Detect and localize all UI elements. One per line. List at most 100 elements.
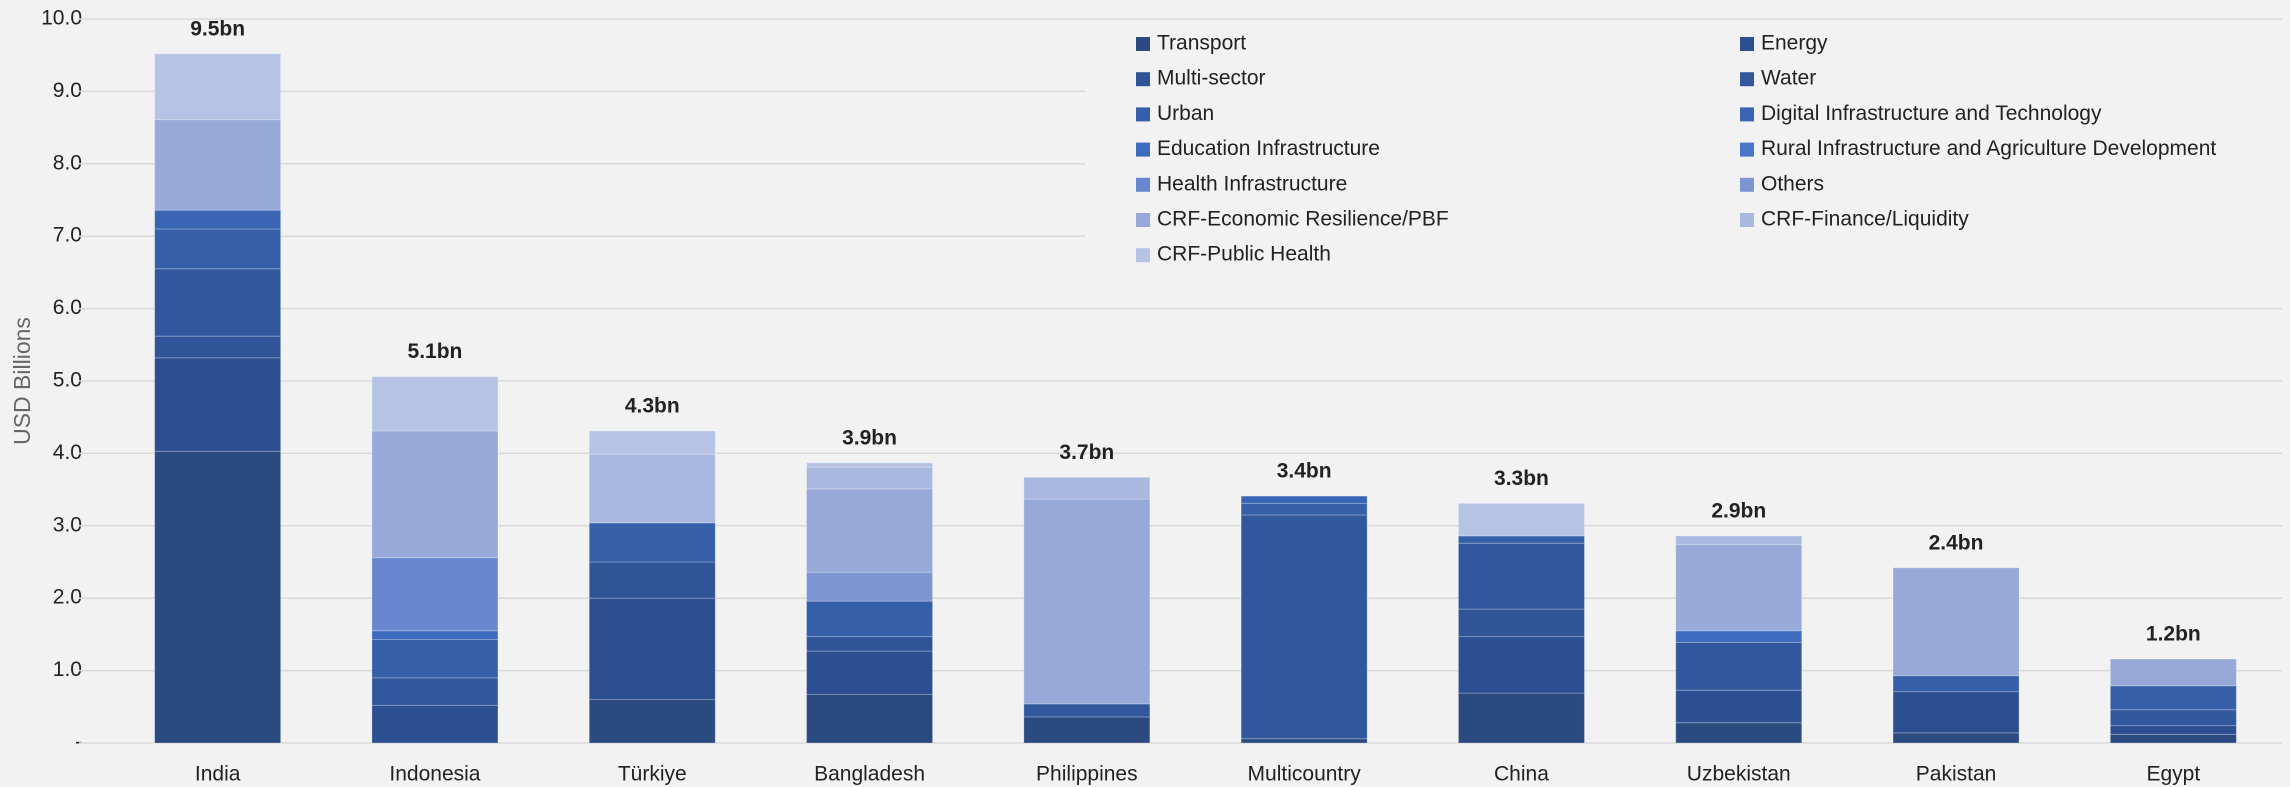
bar-segment [154, 228, 282, 270]
bar-segment [154, 357, 282, 452]
legend-swatch [1136, 37, 1150, 51]
bar-segment [588, 453, 716, 524]
bar-segment [1023, 476, 1151, 500]
bar-segment [1240, 514, 1368, 740]
total-label: 3.4bn [1277, 460, 1332, 483]
total-label: 3.7bn [1059, 441, 1114, 464]
bar-segment [588, 597, 716, 701]
x-tick-label: India [195, 763, 241, 786]
legend-swatch [1136, 107, 1150, 122]
bar-segment [1892, 691, 2020, 734]
legend-label: Others [1761, 172, 1824, 195]
bar-segment [2109, 733, 2237, 744]
bar-segment [2109, 685, 2237, 711]
legend-swatch [1136, 213, 1150, 227]
y-tick-label: 4.0 [53, 441, 82, 464]
bar-segment [1023, 703, 1151, 718]
y-tick-label: 6.0 [53, 296, 82, 319]
bar-segment [806, 600, 934, 638]
legend-label: CRF-Public Health [1157, 243, 1331, 266]
bar-segment [1240, 495, 1368, 504]
x-tick-label: Uzbekistan [1687, 763, 1791, 786]
bar-segment [371, 430, 499, 559]
bar-segment [371, 376, 499, 432]
bar-segment [371, 557, 499, 632]
bar-segment [154, 209, 282, 230]
legend-label: CRF-Economic Resilience/PBF [1157, 208, 1449, 231]
legend-label: CRF-Finance/Liquidity [1761, 208, 1969, 231]
bar-segment [588, 561, 716, 599]
x-tick-label: Philippines [1036, 763, 1138, 786]
bar-segment [1892, 567, 2020, 677]
bar-segment [588, 430, 716, 455]
legend-label: Transport [1157, 32, 1246, 55]
bar-segment [1675, 630, 1803, 643]
y-tick-label: 7.0 [53, 224, 82, 247]
x-tick-label: Indonesia [389, 763, 480, 786]
total-label: 1.2bn [2146, 623, 2201, 646]
bar-segment [1675, 722, 1803, 744]
bar-segment [154, 335, 282, 359]
total-label: 3.9bn [842, 426, 897, 449]
y-axis-title: USD Billions [9, 317, 35, 445]
bar-segment [371, 704, 499, 744]
legend-label: Multi-sector [1157, 67, 1266, 90]
bar-segment [1240, 738, 1368, 744]
total-label: 4.3bn [625, 395, 680, 418]
y-tick-label: 8.0 [53, 151, 82, 174]
bar-segment [806, 488, 934, 573]
legend-swatch [1136, 248, 1150, 263]
bar-segment [1675, 544, 1803, 632]
bar-segment [1457, 502, 1585, 537]
x-tick-label: Egypt [2146, 763, 2200, 786]
bar-segment [1675, 535, 1803, 546]
bar-segment [1240, 502, 1368, 516]
bar-segment [806, 650, 934, 695]
bar-segment [806, 693, 934, 744]
bar-segment [1675, 641, 1803, 691]
legend-label: Rural Infrastructure and Agriculture Dev… [1761, 137, 2216, 160]
total-label: 2.4bn [1929, 531, 1984, 554]
bar-segment [1023, 716, 1151, 744]
legend-swatch [1740, 72, 1754, 87]
legend-label: Urban [1157, 102, 1214, 125]
y-tick-label: 10.0 [41, 7, 82, 30]
legend-label: Education Infrastructure [1157, 137, 1380, 160]
legend-swatch [1136, 142, 1150, 157]
legend-label: Water [1761, 67, 1816, 90]
bar-segment [371, 677, 499, 706]
legend-box [1085, 24, 2282, 278]
bar-segment [588, 522, 716, 563]
legend-label: Health Infrastructure [1157, 172, 1347, 195]
bar-segment [806, 466, 934, 490]
bar-segment [371, 638, 499, 679]
x-tick-label: China [1494, 763, 1549, 786]
bar-segment [1023, 498, 1151, 705]
bar-segment [371, 630, 499, 640]
y-tick-label: 5.0 [53, 369, 82, 392]
bar-segment [154, 53, 282, 121]
bar-segment [2109, 725, 2237, 735]
bar-segment [1457, 692, 1585, 744]
bar-segment [154, 450, 282, 744]
x-tick-label: Multicountry [1248, 763, 1362, 786]
bar-segment [806, 462, 934, 468]
x-tick-label: Bangladesh [814, 763, 925, 786]
bar-segment [1892, 675, 2020, 693]
legend-label: Energy [1761, 32, 1828, 55]
y-tick-label: 2.0 [53, 586, 82, 609]
y-tick-label: 1.0 [53, 658, 82, 681]
bar-segment [1457, 542, 1585, 610]
total-label: 2.9bn [1711, 499, 1766, 522]
legend-swatch [1740, 213, 1754, 227]
legend-swatch [1740, 37, 1754, 51]
bar-segment [588, 699, 716, 744]
y-tick-label: - [75, 731, 82, 754]
y-tick-label: 3.0 [53, 513, 82, 536]
bar-segment [1457, 535, 1585, 544]
legend-swatch [1740, 142, 1754, 157]
total-label: 5.1bn [408, 340, 463, 363]
bar-segment [2109, 709, 2237, 727]
x-tick-label: Pakistan [1916, 763, 1997, 786]
